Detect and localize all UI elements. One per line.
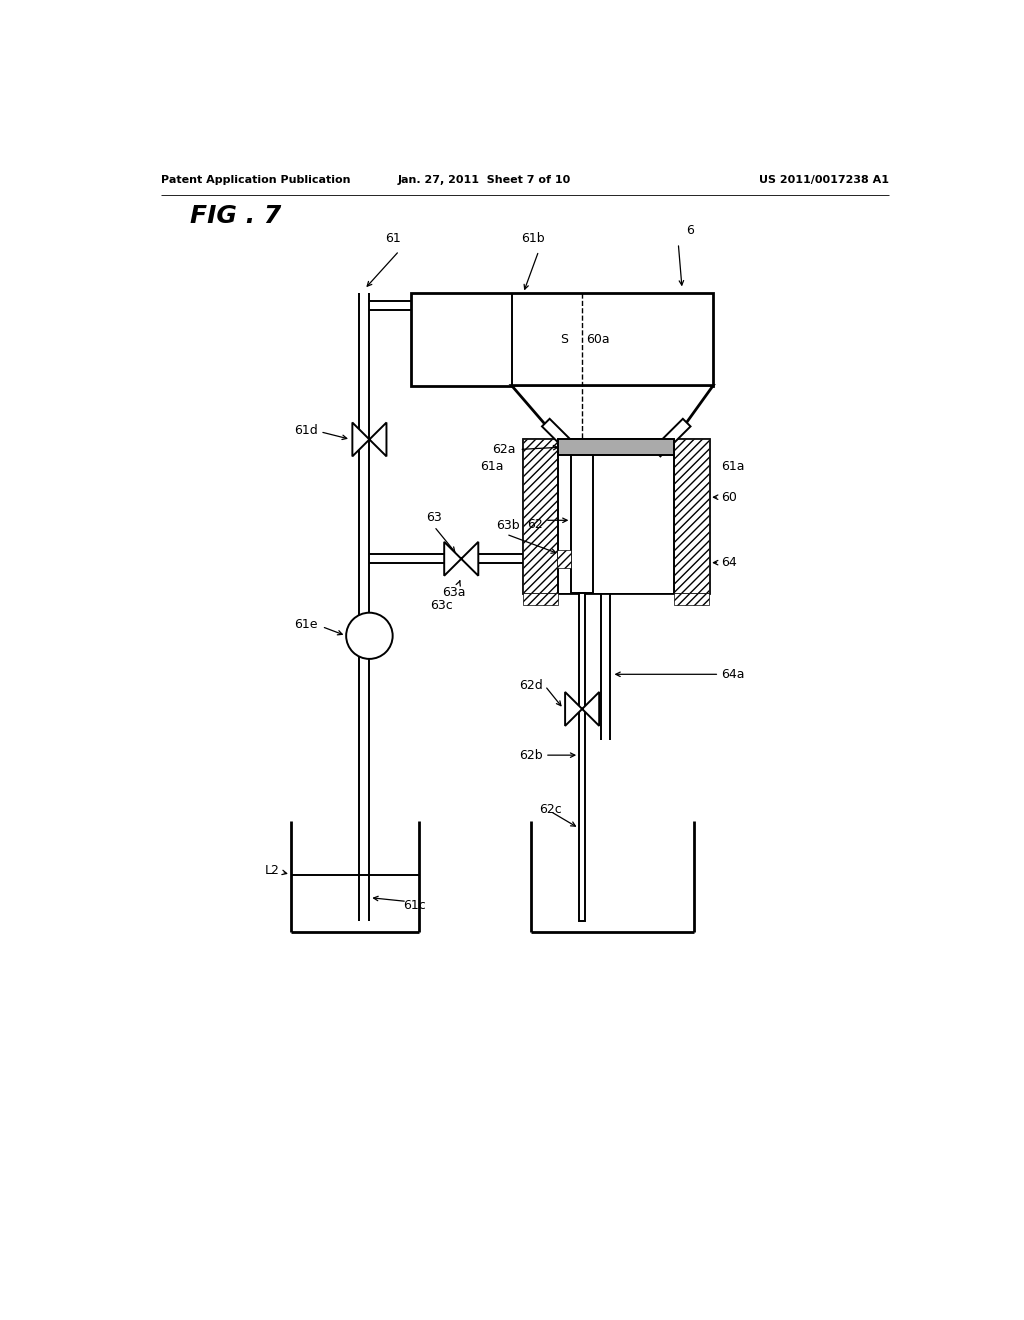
Bar [558,440,675,594]
Bar [523,440,710,594]
Bar [523,440,558,594]
Text: 62b: 62b [519,748,543,762]
Text: Patent Application Publication: Patent Application Publication [161,176,350,185]
Text: 62a: 62a [492,444,515,455]
Text: 61a: 61a [721,459,744,473]
Text: 61e: 61e [294,618,317,631]
Text: 6: 6 [686,224,694,238]
Polygon shape [512,385,713,440]
Text: S: S [560,333,568,346]
Text: 62d: 62d [519,680,543,693]
Text: 63b: 63b [496,519,520,532]
Text: 61: 61 [385,231,401,244]
Bar [579,594,586,921]
Text: 61d: 61d [294,424,317,437]
Polygon shape [444,543,478,576]
Circle shape [346,612,392,659]
Text: Jan. 27, 2011  Sheet 7 of 10: Jan. 27, 2011 Sheet 7 of 10 [398,176,571,185]
Bar [675,440,710,594]
Polygon shape [542,418,580,457]
Text: US 2011/0017238 A1: US 2011/0017238 A1 [759,176,889,185]
Text: 62: 62 [527,517,543,531]
Text: L2: L2 [264,865,280,878]
Text: 60: 60 [721,491,736,504]
Text: 61c: 61c [403,899,426,912]
Bar [675,594,710,605]
Text: 64: 64 [721,556,736,569]
Text: 63c: 63c [430,599,454,612]
Bar [557,549,570,568]
Text: 61b: 61b [521,231,545,244]
Bar [411,293,713,385]
Bar [558,440,675,455]
Bar [571,440,593,594]
Polygon shape [565,692,599,726]
Text: 61a: 61a [480,459,504,473]
Text: FIG . 7: FIG . 7 [190,205,282,228]
Text: 63a: 63a [441,586,465,599]
Text: 63: 63 [426,511,442,524]
Text: 60a: 60a [586,333,609,346]
Text: 62c: 62c [539,803,561,816]
Text: 64a: 64a [721,668,744,681]
Polygon shape [352,422,386,457]
Text: P: P [365,628,375,643]
Polygon shape [652,418,690,457]
Bar [523,594,558,605]
